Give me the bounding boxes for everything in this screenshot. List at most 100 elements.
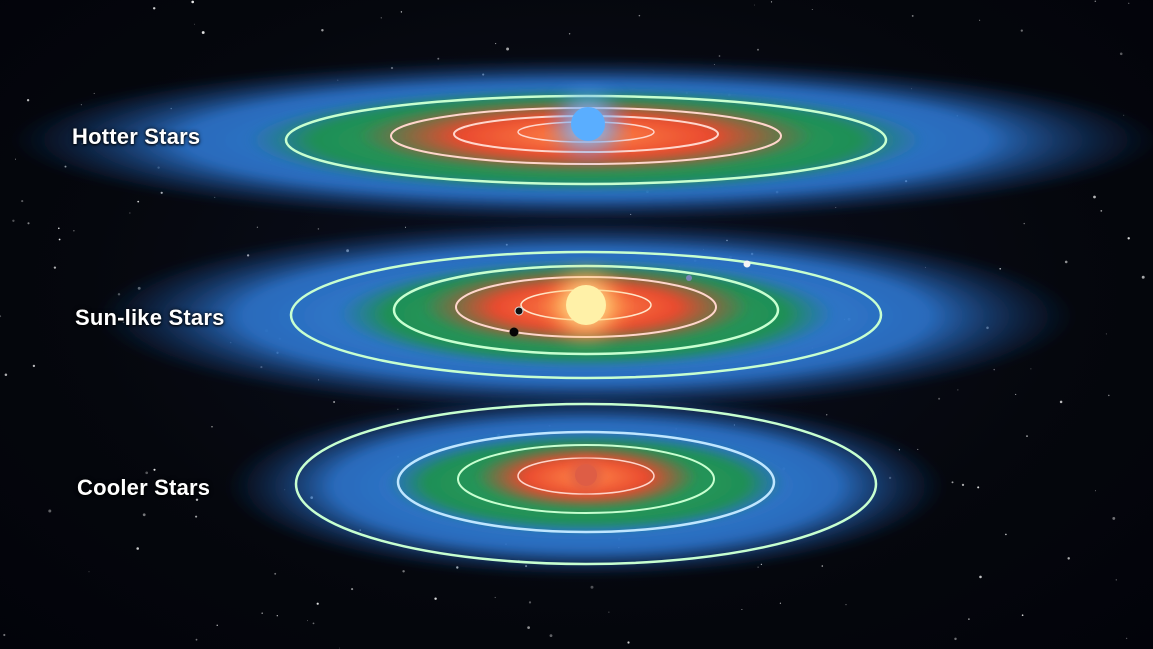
background-star	[1141, 275, 1145, 279]
background-star	[137, 200, 140, 203]
background-star	[339, 647, 340, 649]
background-star	[400, 11, 403, 13]
background-star	[979, 575, 982, 579]
background-star	[195, 498, 199, 502]
background-star	[1094, 0, 1097, 2]
background-star	[194, 23, 195, 25]
background-star	[27, 222, 30, 225]
background-star	[608, 611, 610, 613]
background-star	[380, 17, 382, 19]
background-star	[1021, 614, 1024, 617]
background-star	[58, 227, 60, 230]
cooler-orbit-outer	[294, 402, 878, 566]
background-star	[938, 397, 941, 400]
background-star	[1108, 394, 1110, 397]
cooler-orbit-mid	[396, 430, 776, 534]
background-star	[845, 604, 847, 606]
background-star	[153, 468, 156, 471]
background-star	[528, 601, 532, 604]
planet-inner	[514, 306, 524, 316]
background-star	[12, 219, 15, 222]
background-star	[73, 230, 75, 232]
background-star	[0, 315, 2, 318]
background-star	[1127, 237, 1130, 240]
hotter-stars-label: Hotter Stars	[72, 124, 201, 149]
background-star	[58, 238, 61, 241]
background-star	[152, 7, 156, 10]
background-star	[638, 14, 641, 17]
background-star	[770, 1, 773, 3]
background-star	[136, 547, 139, 550]
background-star	[4, 373, 8, 377]
background-star	[718, 55, 721, 57]
background-star	[968, 618, 970, 620]
background-star	[145, 471, 149, 475]
background-star	[1100, 210, 1103, 212]
background-star	[274, 572, 277, 575]
background-star	[1064, 260, 1068, 264]
sun-star	[566, 285, 606, 325]
background-star	[494, 596, 496, 599]
background-star	[26, 99, 30, 102]
background-star	[1094, 490, 1097, 492]
background-star	[3, 633, 6, 637]
background-star	[779, 602, 782, 604]
background-star	[1119, 52, 1123, 56]
background-star	[627, 641, 630, 644]
background-star	[1115, 579, 1117, 581]
background-star	[312, 622, 315, 625]
background-star	[1005, 533, 1007, 536]
hotter-star	[571, 107, 605, 141]
background-star	[757, 566, 759, 568]
background-star	[14, 158, 17, 160]
background-star	[402, 570, 405, 573]
background-star	[201, 31, 205, 34]
background-star	[21, 200, 24, 203]
background-star	[590, 585, 594, 589]
hotter-stars-system	[11, 58, 1153, 222]
background-star	[333, 401, 336, 403]
background-star	[527, 626, 530, 629]
background-star	[1026, 435, 1028, 437]
background-star	[261, 612, 263, 614]
background-star	[191, 0, 195, 4]
background-star	[506, 47, 510, 51]
background-star	[88, 571, 90, 573]
background-star	[53, 266, 57, 269]
background-star	[961, 483, 965, 487]
background-star	[195, 638, 198, 641]
background-star	[1067, 557, 1070, 560]
background-star	[811, 8, 813, 11]
background-star	[1020, 29, 1023, 32]
cool-star	[575, 464, 597, 486]
background-star	[757, 48, 759, 51]
background-star	[256, 226, 259, 228]
cooler-stars-system	[226, 394, 946, 578]
background-star	[351, 588, 354, 591]
cooler-orbit-habitable	[457, 444, 715, 514]
background-star	[568, 33, 571, 35]
background-star	[911, 14, 914, 17]
background-star	[917, 448, 919, 450]
background-star	[1093, 195, 1096, 199]
background-star	[951, 481, 954, 484]
sunlike-orbit-outer	[289, 250, 883, 380]
sunlike-stars-label: Sun-like Stars	[75, 305, 225, 330]
sunlike-stars-system	[96, 220, 1076, 412]
background-star	[32, 364, 36, 368]
background-star	[977, 486, 980, 489]
background-star	[1023, 222, 1025, 225]
planet-earthlike	[509, 327, 519, 337]
background-star	[93, 92, 95, 94]
background-star	[211, 426, 213, 428]
background-star	[1128, 2, 1130, 4]
background-star	[1105, 333, 1107, 335]
background-star	[1112, 516, 1116, 520]
background-star	[957, 389, 959, 391]
cooler-stars-label: Cooler Stars	[77, 475, 211, 500]
background-star	[754, 4, 756, 6]
background-star	[741, 609, 743, 610]
background-star	[316, 602, 319, 605]
